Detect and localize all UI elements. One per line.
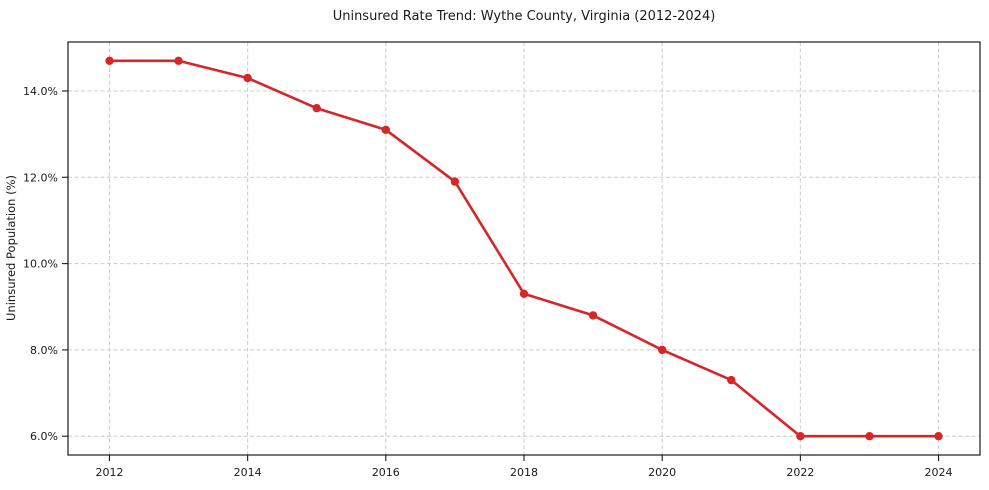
data-point [519,289,529,298]
data-point [865,432,874,441]
y-tick-label: 12.0% [23,171,58,184]
data-point [381,125,390,134]
data-point [312,104,321,113]
x-tick-label: 2014 [234,466,262,479]
x-tick-label: 2012 [95,466,123,479]
data-point [796,432,805,441]
data-point [658,345,667,355]
data-point [243,73,252,83]
chart-title: Uninsured Rate Trend: Wythe County, Virg… [333,9,716,24]
y-tick-label: 10.0% [23,258,58,271]
plot-border [67,41,981,456]
x-tick-label: 2020 [648,466,676,479]
x-tick-label: 2018 [510,466,538,479]
data-point [588,311,598,320]
x-tick-label: 2016 [372,466,400,479]
data-point [934,432,943,441]
y-tick-label: 14.0% [23,85,58,98]
data-point [174,56,183,65]
data-point [727,375,736,385]
x-tick-label: 2022 [786,466,814,479]
y-tick-label: 8.0% [30,344,58,357]
ticks-layer: 6.0% 8.0% 10.0% 12.0% 14.0% 2012 2014 2016 2018 2… [23,85,952,479]
data-point [450,177,460,186]
y-tick-label: 6.0% [30,430,58,443]
series-layer [105,56,943,441]
x-tick-label: 2024 [925,466,953,479]
data-point [105,56,114,65]
y-axis-label: Uninsured Population (%) [4,175,18,321]
grid-layer [68,42,980,455]
